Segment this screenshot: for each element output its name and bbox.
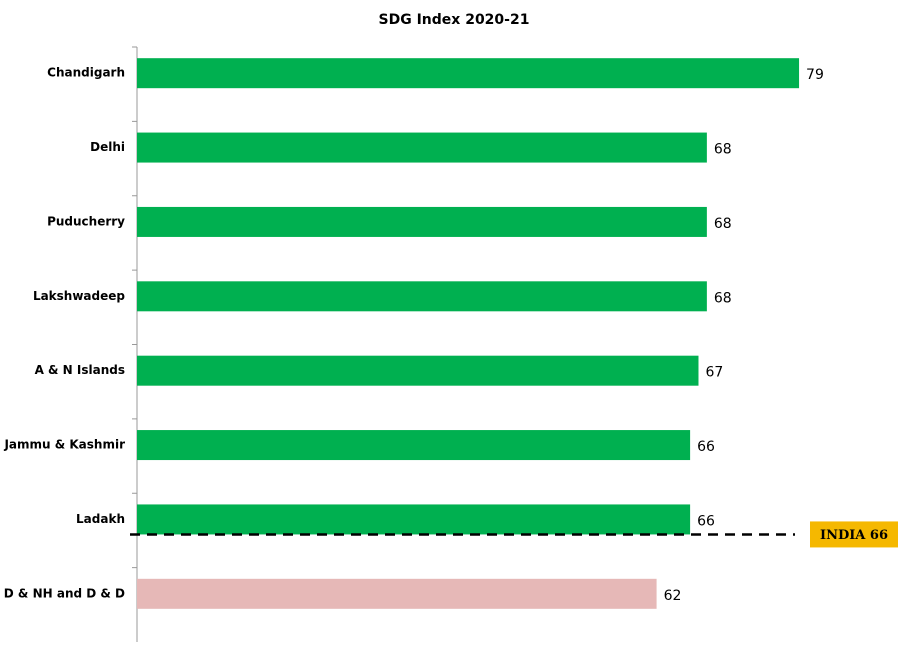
bar [137,281,707,312]
bar [137,58,800,89]
value-label: 66 [697,513,715,529]
value-label: 79 [806,67,824,83]
category-label: Puducherry [47,214,125,228]
category-label: D & NH and D & D [4,586,125,600]
annotation: INDIA 66 [820,528,888,543]
value-label: 62 [664,588,682,604]
bar [137,504,691,535]
value-label: 68 [714,290,732,306]
category-label: Lakshwadeep [33,289,125,303]
category-label: Jammu & Kashmir [3,438,125,452]
value-label: 67 [705,365,723,381]
bar [137,430,691,461]
bar [137,206,707,237]
category-label: Chandigarh [47,66,125,80]
category-label: Delhi [90,140,125,154]
annotation-box [810,521,898,548]
category-label: Ladakh [76,512,125,526]
bar [137,578,657,609]
bar [137,355,699,386]
value-label: 68 [714,216,732,232]
bar [137,132,707,163]
value-label: 68 [714,142,732,158]
category-label: A & N Islands [35,363,125,377]
value-label: 66 [697,439,715,455]
chart-title: SDG Index 2020-21 [379,12,530,28]
